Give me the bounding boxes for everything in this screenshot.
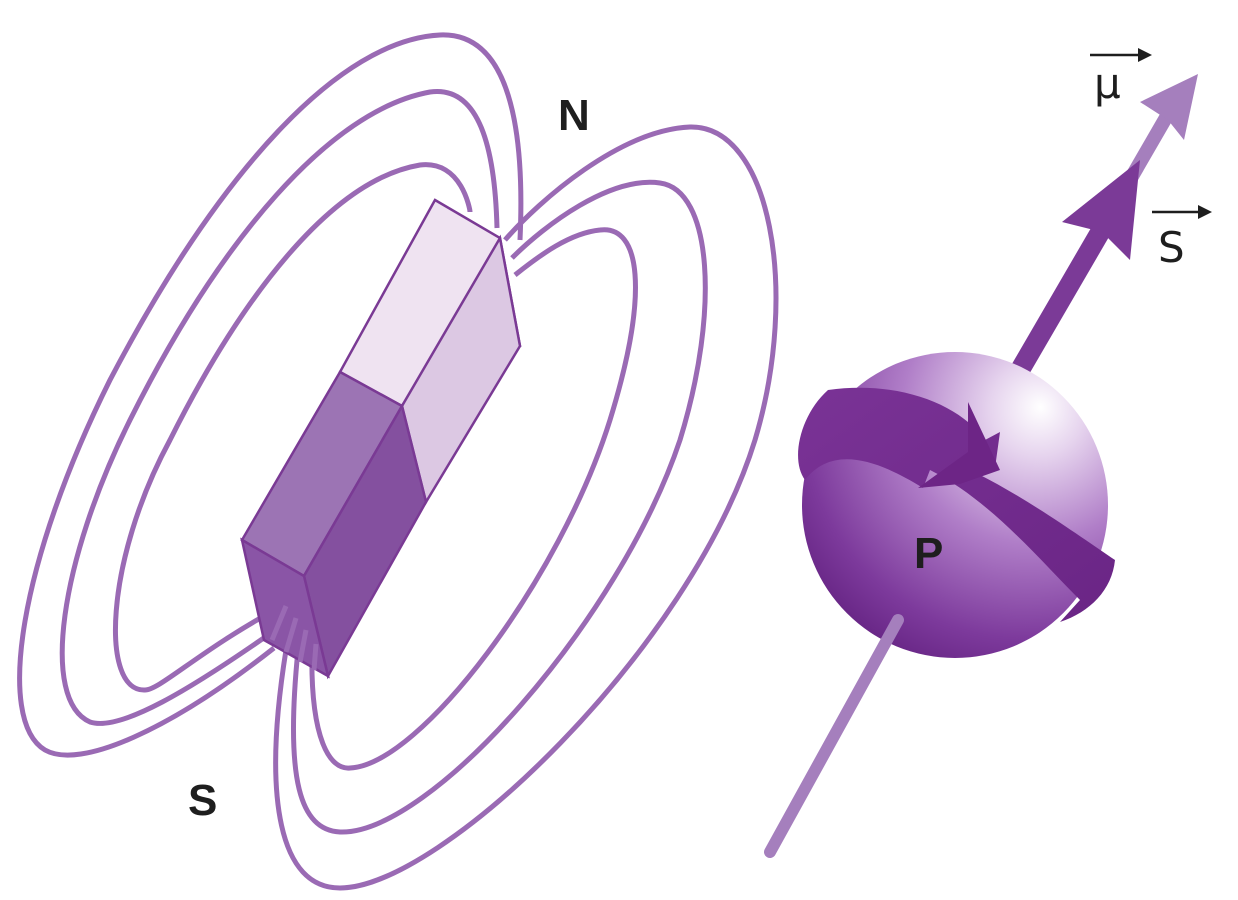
spin-axis-lower xyxy=(764,614,904,858)
spin-label: S xyxy=(1158,223,1185,272)
spin-label-group: S xyxy=(1152,205,1212,272)
field-line xyxy=(311,643,319,671)
field-line xyxy=(297,629,309,663)
rotation-band xyxy=(798,387,1115,622)
vector-overline-arrowhead xyxy=(1198,205,1212,219)
magnetic-moment-label: μ xyxy=(1094,59,1121,108)
magnetic-moment-arrowhead xyxy=(1140,74,1198,140)
field-line-stubs-south xyxy=(269,605,319,671)
field-line xyxy=(113,162,473,693)
bar-magnet xyxy=(240,198,522,680)
field-lines-right xyxy=(273,124,779,891)
magnetic-moment-label-group: μ xyxy=(1090,48,1152,108)
spin-vector-arrowhead xyxy=(1062,160,1140,260)
south-pole-label: S xyxy=(188,776,217,825)
vector-overline-arrowhead xyxy=(1138,48,1152,62)
field-line xyxy=(283,617,299,653)
field-line xyxy=(59,89,500,726)
north-pole-label: N xyxy=(558,91,590,140)
bar-magnet-group: N S xyxy=(17,32,779,891)
proton-label: P xyxy=(914,529,943,578)
field-line xyxy=(17,32,524,758)
field-line xyxy=(273,124,779,891)
rotation-arrowhead xyxy=(918,402,1000,488)
field-lines-left xyxy=(17,32,524,758)
field-line xyxy=(309,227,638,771)
field-line xyxy=(269,605,289,641)
proton-group: P xyxy=(764,74,1198,858)
field-line xyxy=(291,179,708,835)
